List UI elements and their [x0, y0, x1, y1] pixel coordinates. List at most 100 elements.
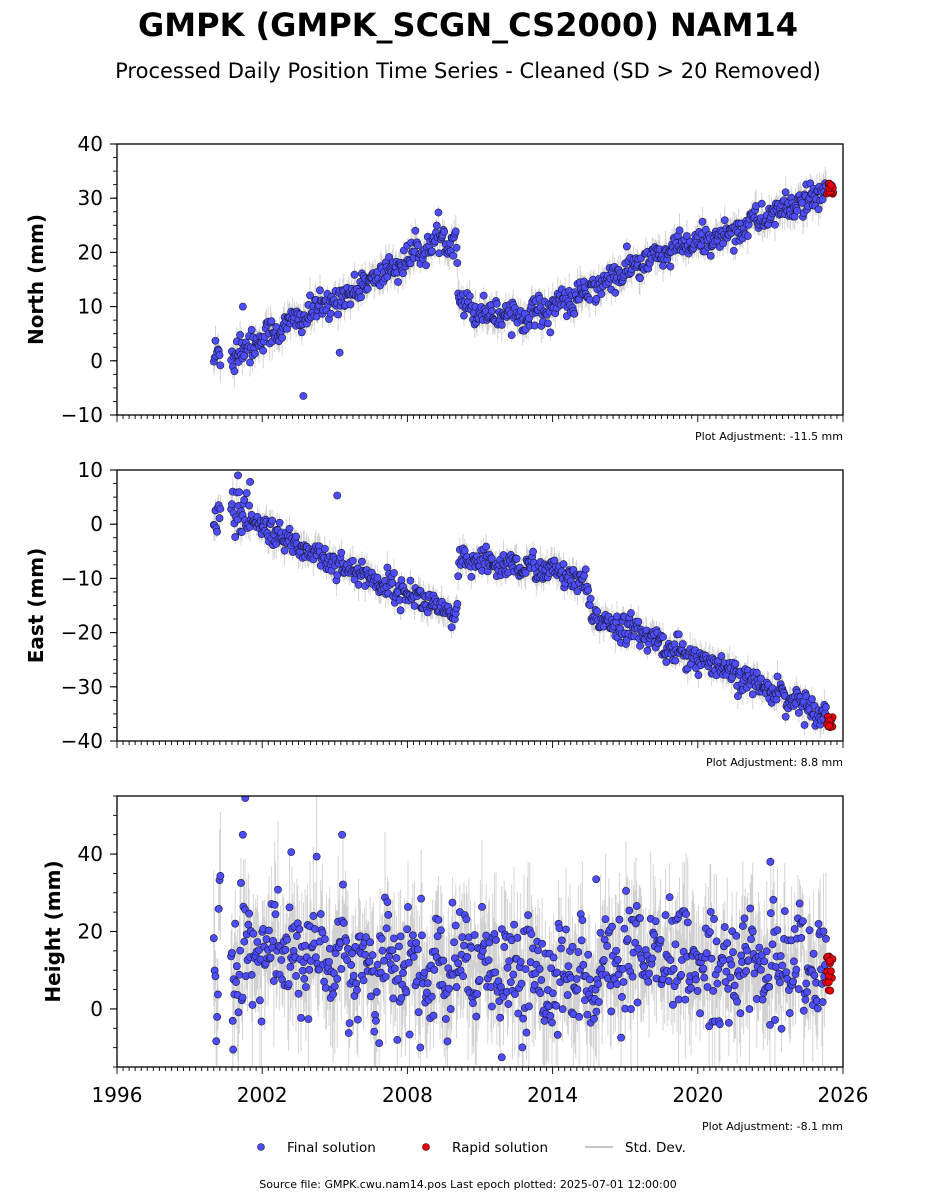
legend-rapid-marker: [422, 1143, 430, 1151]
final-point: [257, 1017, 266, 1026]
final-point: [608, 922, 616, 931]
x-tick-label: 2026: [818, 1083, 869, 1107]
final-point: [585, 975, 594, 984]
final-point: [311, 925, 319, 933]
final-point: [794, 985, 803, 993]
final-point: [497, 1053, 506, 1062]
final-point: [799, 1006, 808, 1015]
final-point: [329, 990, 338, 999]
final-point: [790, 925, 799, 933]
final-point: [213, 1012, 221, 1021]
final-point: [298, 966, 307, 975]
final-point: [228, 949, 236, 957]
final-point: [547, 964, 556, 973]
final-point: [492, 299, 501, 308]
final-point: [600, 935, 609, 944]
final-point: [274, 885, 282, 894]
final-point: [460, 941, 468, 950]
final-point: [529, 547, 537, 556]
final-point: [413, 241, 422, 250]
final-point: [619, 978, 628, 986]
east-panel: −40 −30 −20 −10 0 10 East (mm) Plot Adjustment:…: [24, 458, 844, 769]
final-point: [406, 576, 415, 585]
final-point: [240, 937, 249, 946]
x-tick-label: 2014: [527, 1083, 578, 1107]
final-point: [447, 623, 456, 632]
final-point: [665, 893, 674, 902]
final-point: [500, 943, 509, 951]
final-point: [574, 948, 583, 956]
final-point: [295, 925, 304, 934]
final-point: [285, 524, 294, 533]
final-point: [382, 924, 391, 933]
final-point: [267, 317, 276, 326]
final-point: [594, 998, 603, 1006]
x-tick-label: 2020: [672, 1083, 723, 1107]
final-point: [349, 971, 358, 980]
final-point: [730, 981, 739, 990]
final-point: [265, 926, 273, 935]
final-point: [584, 586, 593, 594]
final-point: [427, 247, 436, 256]
final-point: [525, 1002, 533, 1011]
final-point: [709, 987, 718, 995]
final-point: [509, 970, 518, 979]
plot-adjustment-note: Plot Adjustment: -11.5 mm: [695, 430, 843, 443]
y-tick-label: −10: [61, 403, 103, 427]
final-point: [659, 261, 667, 270]
legend: Final solution Rapid solution Std. Dev.: [257, 1140, 686, 1156]
final-point: [350, 270, 359, 279]
final-point: [519, 1014, 528, 1023]
final-point: [633, 998, 642, 1007]
y-tick-label: 0: [90, 997, 103, 1021]
final-point: [449, 251, 458, 260]
y-axis-ticks: [110, 469, 117, 742]
rapid-solution-points: [822, 952, 837, 995]
final-point: [473, 990, 481, 998]
y-tick-label: 20: [78, 920, 103, 944]
legend-final-label: Final solution: [287, 1140, 376, 1156]
y-axis-ticks: [110, 795, 117, 1068]
final-point: [397, 994, 406, 1002]
final-point: [284, 980, 293, 988]
final-point: [617, 1033, 625, 1042]
final-point: [245, 909, 254, 918]
final-point: [694, 671, 703, 679]
final-point: [395, 942, 403, 951]
final-point: [797, 934, 806, 942]
final-point: [443, 1037, 452, 1046]
final-point: [594, 980, 602, 988]
final-point: [497, 983, 505, 991]
north-panel: −10 0 10 20 30 40 North (mm) Plot Adjustment: -…: [24, 132, 844, 443]
y-tick-label: 30: [78, 186, 103, 210]
final-point: [693, 987, 702, 995]
final-point: [390, 569, 398, 577]
final-point: [776, 952, 785, 960]
final-point: [607, 1007, 616, 1016]
final-point: [558, 1005, 567, 1014]
final-point: [513, 933, 522, 942]
final-point: [715, 1020, 724, 1029]
final-point: [333, 974, 342, 983]
final-point: [211, 972, 220, 981]
final-point: [311, 953, 320, 962]
final-point: [720, 923, 729, 931]
final-point: [789, 957, 798, 966]
final-point: [517, 979, 526, 988]
final-point: [611, 288, 620, 297]
x-axis-ticks: [116, 1067, 844, 1074]
y-axis-label: East (mm): [24, 548, 48, 664]
final-point: [266, 953, 275, 962]
final-point: [743, 232, 752, 240]
final-point: [434, 915, 443, 924]
y-tick-label: −30: [61, 675, 103, 699]
final-point: [404, 958, 413, 967]
final-point: [235, 970, 244, 979]
final-point: [535, 965, 544, 973]
final-point: [372, 988, 381, 996]
final-point: [656, 936, 665, 944]
final-point: [240, 351, 249, 360]
final-point: [662, 658, 671, 666]
final-point: [453, 259, 462, 267]
final-point: [409, 931, 417, 940]
